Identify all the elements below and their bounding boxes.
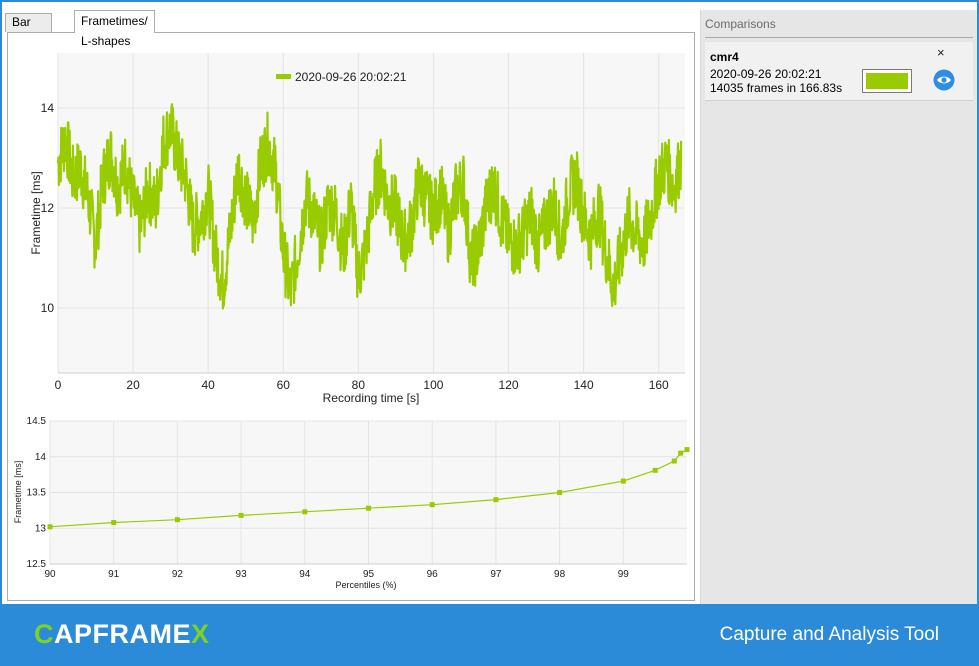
y-tick-label: 12 [41, 201, 55, 215]
data-point [47, 524, 53, 530]
y-tick-label: 12.5 [27, 559, 47, 570]
y-tick-label: 14 [41, 101, 55, 115]
footer-tagline: Capture and Analysis Tool [719, 624, 939, 645]
x-tick-label: 92 [172, 569, 184, 580]
close-icon[interactable]: × [937, 45, 945, 60]
x-tick-label: 90 [44, 569, 56, 580]
comparison-frames: 14035 frames in 166.83s [710, 81, 843, 95]
footer-banner: CAPFRAMEX Capture and Analysis Tool [0, 605, 979, 666]
y-tick-label: 14 [35, 452, 47, 463]
x-tick-label: 160 [649, 378, 669, 392]
tab-frametimes-l-shapes[interactable]: Frametimes/ L-shapes [74, 10, 155, 48]
comparison-date: 2020-09-26 20:02:21 [710, 67, 822, 81]
x-tick-label: 94 [299, 569, 311, 580]
comparison-item[interactable]: cmr4 × 2020-09-26 20:02:21 14035 frames … [705, 42, 973, 101]
data-point [302, 509, 308, 515]
comparisons-title: Comparisons [705, 17, 776, 31]
comparison-name: cmr4 [710, 50, 739, 64]
data-point [174, 517, 180, 523]
comparisons-divider [705, 37, 973, 38]
percentile-x-axis-label: Percentiles (%) [335, 580, 396, 590]
comparisons-panel: Comparisons cmr4 × 2020-09-26 20:02:21 1… [700, 10, 978, 604]
x-tick-label: 91 [108, 569, 120, 580]
frametime-series-line [56, 103, 683, 310]
main-window: Bar charts Frametimes/ L-shapes 0 20 40 60 8… [2, 2, 978, 604]
data-point [684, 447, 690, 453]
x-tick-label: 98 [554, 569, 566, 580]
legend-swatch [276, 74, 291, 79]
x-tick-label: 40 [201, 378, 215, 392]
x-tick-label: 96 [427, 569, 439, 580]
x-tick-label: 93 [236, 569, 248, 580]
frametime-chart: 0 20 40 60 80 100 120 140 160 10 12 14 2020-09-26 … [29, 53, 685, 405]
data-point [111, 520, 117, 526]
data-point [678, 450, 684, 456]
y-tick-label: 13.5 [27, 488, 47, 499]
color-picker[interactable] [862, 69, 912, 93]
x-tick-label: 80 [352, 378, 366, 392]
x-tick-label: 0 [55, 378, 62, 392]
percentile-y-axis-label: Frametime [ms] [13, 461, 23, 524]
data-point [366, 505, 371, 511]
x-tick-label: 97 [490, 569, 502, 580]
y-tick-label: 14.5 [27, 416, 47, 427]
frametime-y-axis-label: Frametime [ms] [29, 171, 43, 254]
capframex-logo: CAPFRAMEX [34, 619, 210, 649]
data-point [429, 502, 435, 508]
tab-content: 0 20 40 60 80 100 120 140 160 10 12 14 2020-09-26 … [7, 32, 695, 601]
y-tick-label: 10 [41, 301, 55, 315]
x-tick-label: 140 [574, 378, 594, 392]
color-swatch [866, 73, 908, 89]
x-tick-label: 20 [126, 378, 140, 392]
data-point [652, 467, 658, 473]
data-point [238, 512, 244, 518]
legend-entry: 2020-09-26 20:02:21 [295, 70, 407, 84]
x-tick-label: 99 [618, 569, 630, 580]
x-tick-label: 60 [277, 378, 291, 392]
percentile-chart: 90 91 92 93 94 95 96 97 98 99 12.5 13 13.5 14 14.5 Pe… [13, 416, 690, 590]
data-point [557, 490, 563, 495]
y-tick-label: 13 [35, 523, 47, 534]
eye-icon[interactable] [933, 69, 955, 91]
x-tick-label: 100 [423, 378, 443, 392]
percentile-series-line [49, 449, 688, 528]
x-tick-label: 120 [499, 378, 519, 392]
data-point [671, 458, 677, 464]
tab-bar-charts[interactable]: Bar charts [5, 13, 52, 46]
data-point [493, 497, 499, 503]
data-point [620, 478, 626, 484]
frametime-x-axis-label: Recording time [s] [323, 391, 420, 405]
x-tick-label: 95 [363, 569, 375, 580]
